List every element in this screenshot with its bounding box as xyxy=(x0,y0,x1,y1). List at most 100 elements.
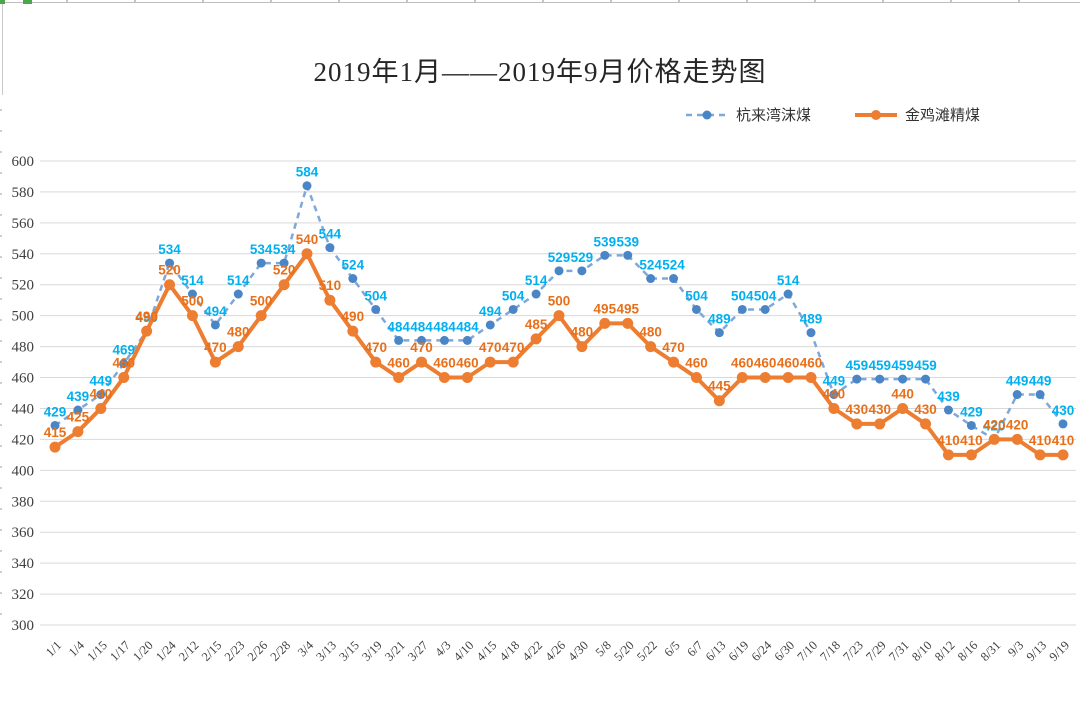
x-axis-tick-label: 8/10 xyxy=(909,638,935,664)
data-point xyxy=(371,304,381,314)
data-point xyxy=(256,258,266,268)
data-label: 449 xyxy=(90,374,113,389)
data-label: 440 xyxy=(90,386,113,401)
data-label: 484 xyxy=(410,319,433,334)
x-axis-tick-label: 6/30 xyxy=(772,638,798,664)
data-label: 495 xyxy=(616,301,639,316)
legend-label: 金鸡滩精煤 xyxy=(904,108,980,124)
data-point xyxy=(210,320,220,330)
data-point xyxy=(508,304,518,314)
legend-label: 杭来湾沫煤 xyxy=(735,108,811,124)
data-label: 504 xyxy=(731,288,754,303)
x-axis-tick-label: 2/15 xyxy=(199,638,225,664)
data-label: 460 xyxy=(112,356,135,371)
x-axis-tick-label: 1/4 xyxy=(66,638,88,660)
data-point xyxy=(324,294,336,306)
x-axis-tick-label: 7/31 xyxy=(886,638,912,664)
y-axis-tick-label: 460 xyxy=(12,371,35,387)
data-label: 584 xyxy=(296,165,319,180)
data-label: 490 xyxy=(342,309,365,324)
data-point xyxy=(897,402,909,414)
data-label: 410 xyxy=(960,433,983,448)
data-point xyxy=(898,374,908,384)
data-point xyxy=(186,310,198,322)
data-point xyxy=(347,325,359,337)
data-point xyxy=(531,289,541,299)
data-point xyxy=(760,304,770,314)
data-point xyxy=(690,372,702,384)
data-point xyxy=(394,335,404,345)
data-label: 480 xyxy=(227,325,250,340)
data-label: 514 xyxy=(227,273,250,288)
data-label: 470 xyxy=(662,340,685,355)
data-label: 460 xyxy=(800,356,823,371)
data-label: 470 xyxy=(479,340,502,355)
x-axis-tick-label: 4/3 xyxy=(432,638,453,659)
data-label: 410 xyxy=(1052,433,1075,448)
data-point xyxy=(874,418,886,430)
data-label: 449 xyxy=(1006,374,1029,389)
data-label: 484 xyxy=(433,319,456,334)
spreadsheet-edge-left-ticks xyxy=(0,90,2,630)
x-axis-tick-label: 4/26 xyxy=(542,638,568,664)
data-point xyxy=(438,372,450,384)
data-label: 514 xyxy=(777,273,800,288)
x-axis-tick-label: 8/16 xyxy=(955,638,981,664)
data-point xyxy=(301,248,313,260)
y-axis-tick-label: 560 xyxy=(12,216,35,232)
data-point xyxy=(622,317,634,329)
data-label: 449 xyxy=(823,374,846,389)
data-point xyxy=(965,449,977,461)
y-axis-tick-label: 300 xyxy=(12,618,35,634)
data-label: 430 xyxy=(846,402,869,417)
data-label: 439 xyxy=(937,389,960,404)
data-label: 460 xyxy=(685,356,708,371)
data-label: 410 xyxy=(1029,433,1052,448)
x-axis-tick-label: 1/17 xyxy=(107,638,133,664)
x-axis-tick-label: 3/15 xyxy=(336,638,362,664)
data-label: 489 xyxy=(708,312,731,327)
data-label: 534 xyxy=(250,242,273,257)
x-axis-tick-label: 9/19 xyxy=(1046,638,1072,664)
chart-title[interactable]: 2019年1月——2019年9月价格走势图 xyxy=(313,57,767,87)
data-label: 439 xyxy=(67,389,90,404)
data-label: 494 xyxy=(479,304,502,319)
x-axis-tick-label: 4/15 xyxy=(474,638,500,664)
data-label: 494 xyxy=(204,304,227,319)
data-point xyxy=(920,418,932,430)
chart-legend: 杭来湾沫煤 金鸡滩精煤 xyxy=(0,104,980,125)
data-point xyxy=(943,405,953,415)
data-label: 470 xyxy=(364,340,387,355)
data-label: 460 xyxy=(456,356,479,371)
data-point xyxy=(737,304,747,314)
x-axis-tick-label: 4/22 xyxy=(520,638,546,664)
data-point xyxy=(645,341,657,353)
data-label: 460 xyxy=(433,356,456,371)
data-label: 524 xyxy=(639,258,662,273)
data-label: 495 xyxy=(594,301,617,316)
data-label: 529 xyxy=(571,250,594,265)
data-point xyxy=(782,372,794,384)
legend-item-jinjitan[interactable]: 金鸡滩精煤 xyxy=(854,104,980,125)
x-axis-tick-label: 9/13 xyxy=(1024,638,1050,664)
data-point xyxy=(646,274,656,284)
data-label: 459 xyxy=(891,358,914,373)
data-point xyxy=(852,374,862,384)
data-point xyxy=(966,420,976,430)
data-point xyxy=(806,328,816,338)
data-point xyxy=(875,374,885,384)
spreadsheet-edge-left-line xyxy=(2,3,3,95)
data-label: 470 xyxy=(204,340,227,355)
data-label: 484 xyxy=(387,319,410,334)
data-label: 514 xyxy=(181,273,204,288)
data-point xyxy=(325,243,335,253)
data-label: 489 xyxy=(800,312,823,327)
data-label: 459 xyxy=(868,358,891,373)
data-label: 504 xyxy=(364,288,387,303)
data-label: 539 xyxy=(616,234,639,249)
x-axis-tick-label: 1/15 xyxy=(84,638,110,664)
legend-item-hanglaiwan[interactable]: 杭来湾沫煤 xyxy=(685,104,811,125)
data-label: 469 xyxy=(112,343,135,358)
